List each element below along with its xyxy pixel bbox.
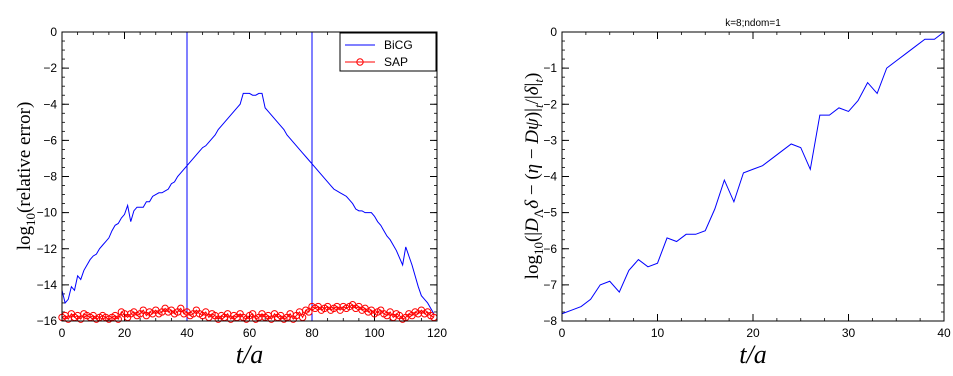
data-point: [77, 315, 85, 323]
x-tick-label: 40: [937, 326, 951, 340]
data-point: [305, 308, 313, 316]
y-tick-label: −16: [37, 314, 58, 328]
data-point: [114, 315, 122, 323]
y-tick-label: −2: [543, 97, 557, 111]
x-tick-label: 60: [243, 326, 257, 340]
x-tick-label: 20: [746, 326, 760, 340]
y-tick-label: −6: [43, 133, 57, 147]
y-tick-label: −2: [43, 61, 57, 75]
y-tick-label: −4: [43, 97, 57, 111]
x-tick-label: 0: [59, 326, 66, 340]
y-tick-label: 0: [50, 25, 57, 39]
chart-residual: 0 10 20 30 40 0 −1 −2 −3 −4 −5 −6 −7 −8 k=8;ndom=1 t/a l…: [522, 18, 951, 369]
y-tick-label: −14: [37, 278, 58, 292]
x-tick-label: 20: [118, 326, 132, 340]
chart-relative-error: 0 20 40 60 80 100 120 0 −2 −4 −6 −8 −10 −12 −14 −16 t/a B…: [14, 25, 447, 369]
plot-frame: [61, 31, 438, 322]
plot-frame: [561, 31, 945, 322]
y-tick-label: −8: [43, 170, 57, 184]
x-tick-label: 100: [364, 326, 384, 340]
y-tick-label: −8: [543, 314, 557, 328]
legend-box: [339, 32, 437, 72]
legend-label-bicg: BiCG: [384, 38, 413, 52]
y-tick-label: −4: [543, 170, 557, 184]
x-tick-label: 10: [651, 326, 665, 340]
x-tick-label: 0: [559, 326, 566, 340]
y-tick-label: −10: [37, 206, 58, 220]
legend-label-sap: SAP: [384, 55, 408, 69]
data-point: [248, 310, 257, 318]
x-axis-label: t/a: [236, 340, 263, 369]
series-line-bicg: [61, 92, 435, 315]
legend-marker: [356, 58, 364, 66]
y-tick-label: −5: [543, 206, 557, 220]
y-tick-label: −3: [543, 133, 557, 147]
y-tick-label: −1: [543, 61, 557, 75]
x-axis-label: t/a: [739, 340, 766, 369]
series-line-data: [561, 31, 945, 315]
x-tick-label: 30: [842, 326, 856, 340]
y-tick-label: −7: [543, 278, 557, 292]
data-point: [177, 304, 185, 313]
y-tick-label: 0: [550, 25, 557, 39]
y-tick-label: −6: [543, 242, 557, 256]
y-axis-label: log10(relative error): [14, 102, 38, 251]
y-tick-label: −12: [37, 242, 58, 256]
x-tick-label: 80: [305, 326, 319, 340]
chart-title: k=8;ndom=1: [725, 18, 781, 29]
x-tick-label: 120: [427, 326, 447, 340]
y-axis-label: log10(|DΛδ − (η − Dψ)|t/|δ|t): [522, 73, 546, 280]
x-tick-label: 40: [180, 326, 194, 340]
